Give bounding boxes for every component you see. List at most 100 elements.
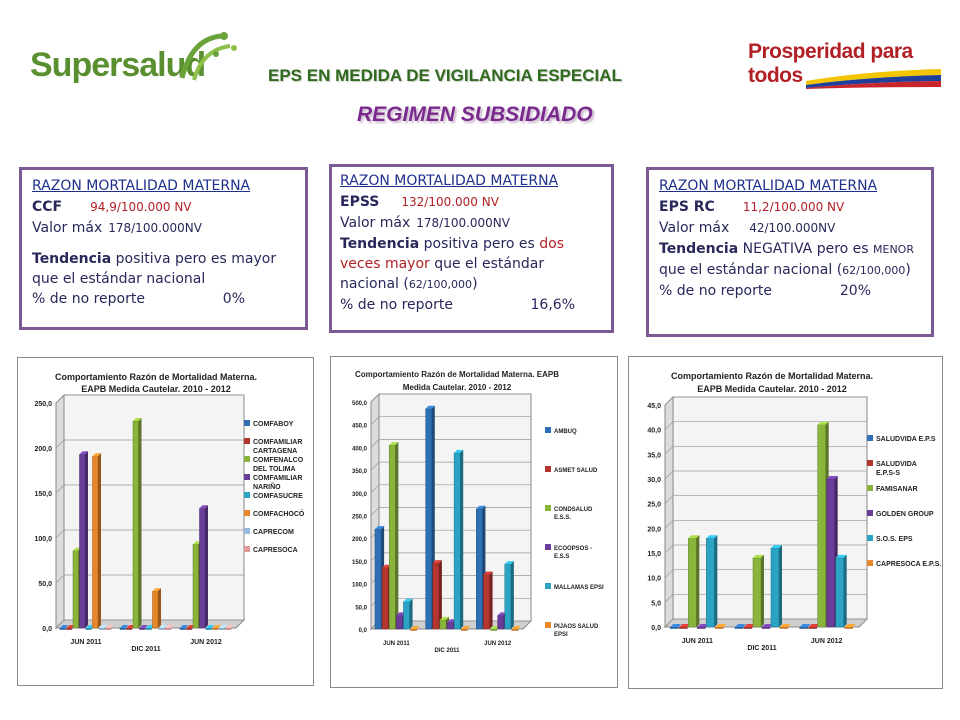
legend-label: SALUDVIDA E.P.S bbox=[876, 436, 936, 443]
bar bbox=[79, 454, 86, 629]
bar-top bbox=[105, 625, 114, 628]
chart-side-wall bbox=[664, 395, 674, 629]
x-tick-label: JUN 2012 bbox=[811, 638, 843, 645]
chart-gridline bbox=[370, 439, 531, 448]
y-tick-label: 0,0 bbox=[651, 625, 661, 632]
bar-top bbox=[835, 554, 847, 558]
y-tick-label: 200,0 bbox=[352, 537, 368, 543]
box-name-value: 94,9/100.000 NV bbox=[90, 200, 192, 214]
bar bbox=[679, 626, 688, 629]
bar-top bbox=[799, 624, 811, 627]
legend-label: SALUDVIDA E.P.S-S bbox=[876, 461, 917, 477]
info-box-ccf: RAZON MORTALIDAD MATERNA CCF 94,9/100.000… bbox=[19, 167, 308, 330]
bar bbox=[165, 627, 172, 630]
bar bbox=[826, 478, 835, 628]
bar-side bbox=[438, 560, 442, 629]
legend-label: MALLAMAS EPSI bbox=[554, 585, 604, 591]
bar-side bbox=[205, 505, 208, 628]
bar bbox=[374, 528, 382, 630]
box-name: CCF bbox=[32, 199, 63, 215]
flag-swoosh bbox=[806, 69, 941, 89]
chart-gridline bbox=[664, 470, 867, 480]
bar-top bbox=[771, 545, 782, 549]
bar-top bbox=[461, 626, 471, 629]
box-heading: RAZON MORTALIDAD MATERNA bbox=[659, 178, 878, 194]
bar bbox=[770, 547, 780, 628]
bar-top bbox=[844, 624, 856, 627]
chart-title-line: Comportamiento Razón de Mortalidad Mater… bbox=[355, 370, 559, 379]
bar bbox=[212, 627, 219, 630]
legend-label: COMFAMILIAR CARTAGENA bbox=[253, 439, 302, 455]
legend-label: COMFENALCO DEL TOLIMA bbox=[253, 457, 304, 473]
bar-side bbox=[779, 545, 782, 627]
bar bbox=[225, 627, 232, 630]
box-report-label: % de no reporte bbox=[340, 297, 453, 313]
chart-gridline bbox=[664, 519, 867, 529]
legend-label: GOLDEN GROUP bbox=[876, 511, 934, 518]
bar-top bbox=[139, 625, 148, 628]
y-tick-label: 10,0 bbox=[647, 576, 661, 583]
box-name: EPS RC bbox=[659, 199, 715, 215]
x-tick-label: DIC 2011 bbox=[131, 646, 160, 653]
box-max-label: Valor máx bbox=[340, 215, 411, 231]
legend-swatch bbox=[867, 510, 873, 516]
legend-label: ECOOPSOS -E.S.S bbox=[554, 546, 592, 560]
supersalud-logo: Supersalud bbox=[30, 28, 250, 98]
y-tick-label: 35,0 bbox=[647, 452, 661, 459]
chart-gridline bbox=[55, 439, 244, 449]
chart-gridline bbox=[55, 619, 244, 629]
box-trend-label: Tendencia bbox=[32, 251, 112, 267]
chart-gridline bbox=[664, 421, 867, 430]
bar bbox=[432, 562, 440, 630]
legend-swatch bbox=[545, 505, 551, 511]
bar bbox=[835, 557, 844, 628]
y-tick-label: 300,0 bbox=[352, 492, 368, 498]
bar bbox=[817, 424, 826, 628]
info-box-epss: RAZON MORTALIDAD MATERNA EPSS 132/100.000… bbox=[329, 164, 614, 333]
box-trend-text-a: NEGATIVA pero es bbox=[742, 241, 869, 257]
info-box-eps-rc: RAZON MORTALIDAD MATERNA EPS RC 11,2/100.… bbox=[646, 167, 934, 337]
bar-top bbox=[225, 625, 234, 628]
chart-gridline bbox=[370, 416, 531, 425]
bar bbox=[808, 626, 817, 629]
y-tick-label: 250,0 bbox=[352, 515, 368, 521]
chart-eps-rc: Comportamiento Razón de Mortalidad Mater… bbox=[628, 356, 943, 689]
box-name: EPSS bbox=[340, 194, 380, 210]
bar bbox=[403, 601, 410, 630]
legend-swatch bbox=[867, 485, 873, 491]
bar-top bbox=[439, 616, 449, 620]
legend-swatch bbox=[545, 427, 551, 433]
legend-swatch bbox=[867, 560, 873, 566]
bar-top bbox=[476, 505, 486, 509]
bar-top bbox=[808, 624, 820, 627]
bar-top bbox=[133, 418, 142, 421]
x-tick-label: JUN 2011 bbox=[70, 639, 101, 646]
chart-back-wall bbox=[63, 394, 245, 621]
bar-top bbox=[447, 619, 457, 623]
bar bbox=[179, 627, 186, 630]
chart-gridline bbox=[370, 484, 531, 494]
bar-top bbox=[715, 624, 727, 627]
chart-gridline bbox=[55, 394, 244, 404]
bar-top bbox=[382, 564, 392, 568]
bar bbox=[132, 420, 139, 629]
legend-label: COMFABOY bbox=[253, 421, 294, 428]
bar bbox=[158, 627, 165, 630]
y-tick-label: 20,0 bbox=[647, 526, 661, 533]
bar bbox=[490, 628, 497, 631]
bar-side bbox=[843, 554, 847, 627]
bar-top bbox=[152, 588, 161, 592]
bar bbox=[139, 627, 146, 630]
bar-side bbox=[85, 451, 88, 628]
y-tick-label: 500,0 bbox=[352, 401, 368, 407]
y-tick-label: 150,0 bbox=[352, 560, 368, 566]
bar-top bbox=[375, 526, 385, 530]
bar-top bbox=[454, 449, 464, 453]
bar-top bbox=[490, 626, 500, 629]
bar bbox=[688, 537, 697, 628]
bar bbox=[799, 626, 808, 629]
legend-swatch bbox=[867, 460, 873, 466]
bar-top bbox=[212, 625, 221, 628]
bar-top bbox=[688, 535, 700, 539]
bar-top bbox=[670, 624, 682, 627]
